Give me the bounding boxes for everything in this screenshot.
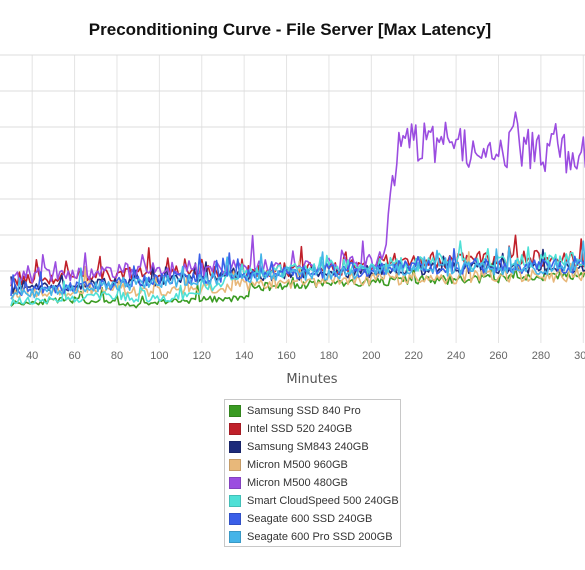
- x-tick-label: 180: [320, 350, 338, 362]
- x-axis-label: Minutes: [286, 372, 337, 387]
- chart-legend: Samsung SSD 840 Pro Intel SSD 520 240GB Sa…: [224, 399, 401, 547]
- chart-series-group: [10, 111, 585, 309]
- legend-item: Samsung SM843 240GB: [229, 438, 400, 456]
- legend-item: Smart CloudSpeed 500 240GB: [229, 492, 400, 510]
- legend-swatch: [229, 441, 241, 453]
- x-tick-label: 140: [235, 350, 253, 362]
- x-tick-label: 60: [68, 350, 80, 362]
- x-tick-label: 120: [193, 350, 211, 362]
- legend-swatch: [229, 405, 241, 417]
- x-tick-label: 260: [489, 350, 507, 362]
- legend-swatch: [229, 477, 241, 489]
- legend-label: Samsung SSD 840 Pro: [247, 405, 361, 417]
- legend-label: Seagate 600 Pro SSD 200GB: [247, 531, 393, 543]
- legend-label: Seagate 600 SSD 240GB: [247, 513, 373, 525]
- x-tick-label: 40: [26, 350, 38, 362]
- legend-label: Intel SSD 520 240GB: [247, 423, 353, 435]
- legend-label: Micron M500 480GB: [247, 477, 348, 489]
- x-tick-label: 100: [150, 350, 168, 362]
- legend-item: Micron M500 480GB: [229, 474, 400, 492]
- legend-swatch: [229, 459, 241, 471]
- legend-swatch: [229, 513, 241, 525]
- legend-swatch: [229, 531, 241, 543]
- x-tick-label: 160: [277, 350, 295, 362]
- legend-swatch: [229, 495, 241, 507]
- chart-grid: [0, 54, 585, 343]
- legend-item: Seagate 600 SSD 240GB: [229, 510, 400, 528]
- legend-item: Seagate 600 Pro SSD 200GB: [229, 528, 400, 546]
- legend-item: Intel SSD 520 240GB: [229, 420, 400, 438]
- legend-item: Micron M500 960GB: [229, 456, 400, 474]
- series-line-samsung-ssd-840-pro: [10, 262, 585, 309]
- x-tick-label: 80: [111, 350, 123, 362]
- x-tick-label: 240: [447, 350, 465, 362]
- series-line-micron-m500-960gb: [10, 251, 585, 300]
- x-tick-label: 280: [532, 350, 550, 362]
- series-line-seagate-600-pro-ssd-200gb: [10, 240, 585, 300]
- legend-label: Smart CloudSpeed 500 240GB: [247, 495, 399, 507]
- legend-item: Samsung SSD 840 Pro: [229, 402, 400, 420]
- legend-label: Micron M500 960GB: [247, 459, 348, 471]
- x-tick-label: 200: [362, 350, 380, 362]
- x-tick-label: 300: [574, 350, 585, 362]
- x-tick-label: 220: [405, 350, 423, 362]
- legend-swatch: [229, 423, 241, 435]
- chart-title: Preconditioning Curve - File Server [Max…: [89, 20, 491, 39]
- legend-label: Samsung SM843 240GB: [247, 441, 369, 453]
- x-tick-labels: 40 60 80 100 120 140 160 180 200 220 240 260 280 300: [26, 350, 585, 362]
